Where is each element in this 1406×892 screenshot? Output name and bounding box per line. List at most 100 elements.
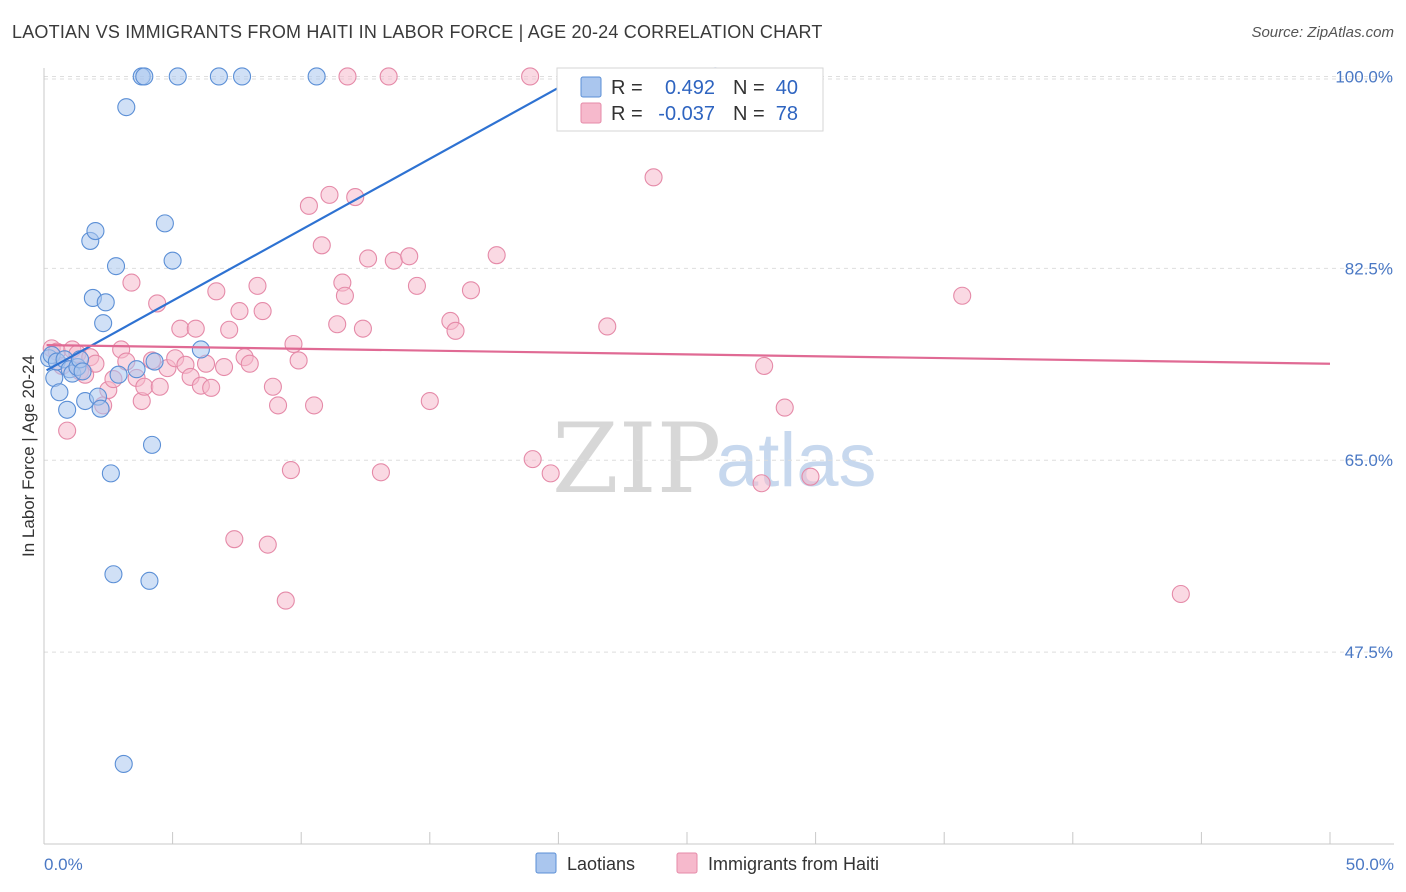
- legend-n-label-haiti: N =: [733, 103, 765, 125]
- laotian-point-28: [135, 67, 154, 86]
- haiti-point-49: [312, 236, 331, 255]
- laotian-point-22: [106, 257, 126, 276]
- laotian-point-35: [191, 340, 210, 359]
- y-tick-labels: 100.0% 82.5% 65.0% 47.5%: [1335, 67, 1393, 662]
- haiti-trendline: [46, 343, 1331, 365]
- haiti-point-27: [186, 319, 205, 338]
- haiti-point-70: [541, 464, 560, 483]
- haiti-point-15: [122, 273, 141, 292]
- laotian-point-34: [168, 67, 187, 86]
- watermark-zip: ZIP: [552, 403, 721, 515]
- haiti-point-65: [446, 321, 465, 340]
- haiti-point-72: [644, 168, 663, 187]
- haiti-point-69: [523, 450, 542, 469]
- haiti-point-38: [248, 276, 267, 295]
- haiti-point-31: [207, 282, 226, 301]
- laotian-point-38: [307, 67, 326, 86]
- haiti-point-34: [225, 530, 244, 549]
- haiti-point-78: [1171, 584, 1190, 604]
- haiti-point-30: [202, 378, 221, 397]
- haiti-points: [42, 67, 1190, 610]
- laotian-point-15: [86, 222, 105, 241]
- haiti-point-66: [461, 281, 481, 300]
- legend-swatch-laotian: [580, 76, 602, 98]
- source-label: Source: ZipAtlas.com: [1251, 24, 1394, 41]
- haiti-point-67: [487, 246, 506, 265]
- haiti-point-33: [220, 320, 239, 339]
- haiti-point-50: [320, 185, 339, 204]
- laotian-point-23: [109, 365, 128, 384]
- haiti-point-47: [299, 196, 318, 215]
- laotian-point-25: [117, 98, 136, 117]
- haiti-point-37: [240, 354, 259, 373]
- laotian-point-4: [50, 383, 69, 402]
- haiti-point-32: [214, 357, 234, 377]
- laotian-point-37: [232, 67, 252, 86]
- legend-r-value-laotian: 0.492: [665, 77, 715, 99]
- haiti-point-53: [335, 286, 354, 305]
- laotian-point-21: [104, 565, 123, 584]
- laotian-point-6: [58, 400, 77, 419]
- haiti-point-57: [359, 249, 378, 268]
- laotian-point-19: [96, 293, 115, 312]
- legend-r-label-haiti: R =: [611, 103, 643, 125]
- bottom-legend-label-laotian: Laotians: [567, 854, 635, 874]
- haiti-point-62: [407, 276, 426, 295]
- haiti-point-73: [752, 474, 771, 493]
- laotian-point-24: [114, 754, 133, 774]
- series-legend: Laotians Immigrants from Haiti: [535, 852, 879, 874]
- haiti-point-58: [371, 463, 390, 482]
- haiti-point-41: [263, 377, 282, 396]
- laotian-trendline: [46, 75, 580, 372]
- haiti-point-48: [305, 396, 324, 415]
- haiti-point-74: [755, 356, 774, 375]
- laotian-point-33: [163, 251, 182, 270]
- laotian-point-17: [91, 399, 110, 418]
- haiti-point-54: [338, 67, 357, 86]
- haiti-point-18: [135, 377, 154, 396]
- haiti-point-77: [953, 286, 972, 305]
- legend-n-value-haiti: 78: [776, 103, 798, 125]
- haiti-point-43: [276, 591, 295, 610]
- haiti-point-3: [58, 421, 77, 440]
- haiti-point-56: [353, 319, 372, 338]
- x-tick-label-left: 0.0%: [44, 855, 83, 874]
- laotian-point-20: [101, 464, 120, 483]
- legend-r-value-haiti: -0.037: [658, 103, 715, 125]
- laotian-point-36: [209, 67, 228, 86]
- haiti-point-46: [289, 351, 308, 370]
- laotian-point-30: [142, 435, 162, 454]
- haiti-point-44: [281, 461, 300, 480]
- haiti-point-51: [328, 315, 347, 334]
- laotian-point-26: [127, 360, 146, 379]
- haiti-point-40: [258, 535, 277, 554]
- haiti-point-21: [150, 377, 169, 396]
- laotian-point-29: [140, 571, 159, 590]
- haiti-point-42: [269, 396, 288, 415]
- haiti-point-59: [379, 67, 398, 86]
- y-tick-label-3: 47.5%: [1345, 643, 1393, 662]
- laotian-point-18: [94, 314, 113, 333]
- laotian-point-11: [73, 362, 92, 381]
- x-ticks: [43, 832, 1331, 844]
- laotian-point-32: [155, 214, 174, 233]
- y-tick-label-0: 100.0%: [1335, 67, 1393, 86]
- haiti-point-71: [598, 317, 617, 336]
- haiti-point-24: [171, 319, 190, 338]
- y-tick-label-1: 82.5%: [1345, 259, 1393, 278]
- correlation-legend: R = 0.492 N = 40 R = -0.037 N = 78: [556, 67, 824, 132]
- bottom-legend-swatch-laotian: [535, 852, 557, 874]
- haiti-point-35: [230, 302, 249, 321]
- haiti-point-75: [775, 398, 794, 417]
- haiti-point-39: [253, 302, 272, 321]
- y-axis-label: In Labor Force | Age 20-24: [19, 355, 38, 557]
- bottom-legend-label-haiti: Immigrants from Haiti: [708, 854, 879, 874]
- chart-title: LAOTIAN VS IMMIGRANTS FROM HAITI IN LABO…: [12, 22, 823, 42]
- trendlines: [46, 75, 1331, 372]
- legend-n-value-laotian: 40: [776, 77, 798, 99]
- haiti-point-61: [400, 247, 419, 266]
- haiti-point-63: [420, 391, 439, 411]
- legend-r-label-laotian: R =: [611, 77, 643, 99]
- haiti-point-76: [801, 467, 820, 486]
